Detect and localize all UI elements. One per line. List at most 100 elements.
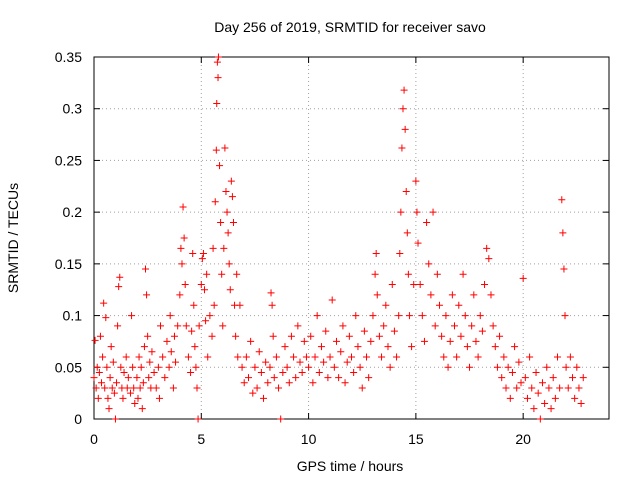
data-point (165, 363, 173, 371)
data-point (431, 322, 439, 330)
data-point (279, 368, 287, 376)
data-point (91, 336, 99, 344)
data-point (92, 384, 100, 392)
data-point (345, 332, 353, 340)
data-point (228, 193, 236, 201)
data-point (146, 358, 154, 366)
data-point (396, 250, 404, 258)
data-point (139, 379, 147, 387)
data-point (399, 105, 407, 113)
data-point (142, 265, 149, 273)
data-point (440, 353, 448, 361)
data-point (143, 291, 151, 299)
data-point (180, 234, 188, 242)
data-point (491, 343, 499, 351)
data-point (579, 374, 587, 382)
data-point (302, 353, 310, 361)
data-point (343, 358, 351, 366)
data-point (238, 363, 246, 371)
data-point (116, 273, 124, 281)
x-axis-label: GPS time / hours (297, 458, 404, 474)
data-point (489, 322, 497, 330)
data-point (547, 405, 555, 413)
data-point (496, 332, 504, 340)
data-point (212, 146, 220, 154)
data-point (104, 394, 112, 402)
data-point (356, 363, 364, 371)
data-point (140, 343, 148, 351)
data-point (240, 379, 248, 387)
data-point (292, 374, 300, 382)
data-point (459, 270, 467, 278)
data-point (225, 260, 233, 268)
data-point (236, 301, 244, 309)
data-point (528, 384, 536, 392)
data-point (388, 281, 396, 289)
data-point (113, 379, 121, 387)
data-point (571, 394, 579, 402)
data-point (369, 312, 377, 320)
data-point (220, 244, 228, 252)
data-point (322, 327, 330, 335)
data-point (466, 363, 474, 371)
data-point (93, 363, 101, 371)
axis-ticks: 0 5 10 15 20 0 0.05 0.1 0.15 0.2 0.25 0.3 0.35 (55, 49, 609, 447)
data-point (266, 363, 274, 371)
data-point (457, 332, 465, 340)
data-point (115, 283, 123, 291)
data-point (575, 384, 583, 392)
data-point (172, 358, 180, 366)
data-point (217, 218, 225, 226)
data-point (538, 379, 546, 387)
data-point (474, 353, 482, 361)
data-point (577, 399, 585, 407)
data-point (566, 353, 574, 361)
data-point (272, 353, 280, 361)
data-point (157, 322, 165, 330)
data-point (117, 363, 125, 371)
data-point (285, 379, 293, 387)
data-point (98, 379, 106, 387)
data-point (277, 415, 285, 423)
data-point (476, 312, 484, 320)
data-point (532, 368, 540, 376)
data-point (179, 203, 187, 211)
data-point (468, 322, 476, 330)
data-point (543, 363, 551, 371)
data-point (435, 301, 443, 309)
data-point (224, 229, 232, 237)
data-point (558, 196, 566, 204)
data-point (202, 317, 210, 325)
data-point (517, 379, 525, 387)
data-point (534, 389, 542, 397)
y-tick-label: 0.35 (55, 49, 82, 65)
data-point (420, 337, 428, 345)
data-point (144, 332, 152, 340)
data-point (519, 274, 527, 282)
data-point (260, 394, 268, 402)
data-point (485, 255, 493, 263)
x-tick-label: 15 (408, 431, 424, 447)
y-tick-label: 0.3 (63, 101, 83, 117)
data-point (504, 363, 512, 371)
data-point (111, 415, 119, 423)
data-point (511, 343, 519, 351)
data-point (350, 368, 358, 376)
data-point (305, 363, 313, 371)
data-point (478, 327, 486, 335)
data-point (203, 270, 211, 278)
data-point (195, 322, 203, 330)
data-point (311, 353, 319, 361)
data-point (569, 374, 577, 382)
data-point (341, 379, 349, 387)
data-point (138, 405, 146, 413)
data-point (198, 255, 206, 263)
data-point (326, 353, 334, 361)
data-point (120, 368, 128, 376)
data-point (413, 208, 421, 216)
data-point (444, 363, 452, 371)
data-point (335, 374, 343, 382)
data-point (395, 312, 403, 320)
